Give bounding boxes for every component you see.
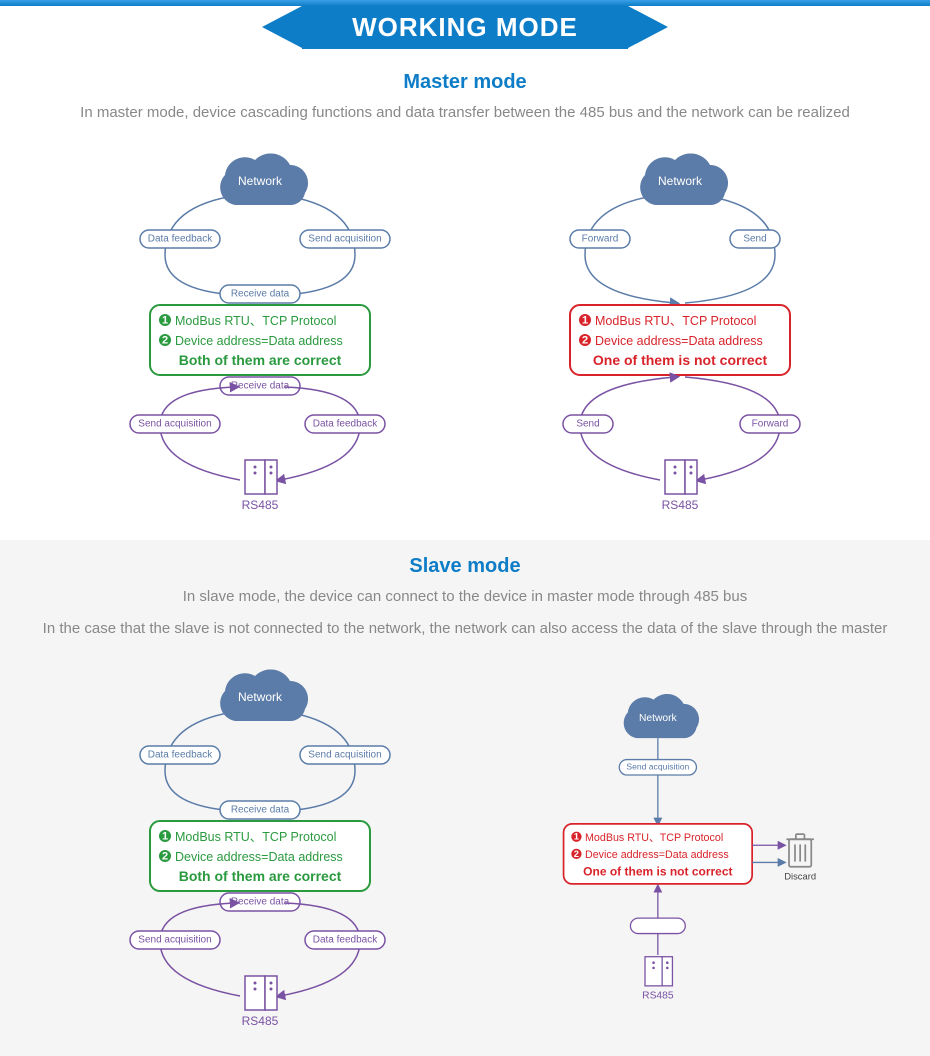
discard-label: Discard [784, 870, 816, 881]
pill-send-acq: Send acquisition [308, 233, 381, 244]
svg-text:Receive data: Receive data [231, 896, 290, 907]
master-desc: In master mode, device cascading functio… [10, 102, 920, 125]
svg-text:2: 2 [574, 847, 579, 858]
svg-text:RS485: RS485 [242, 1014, 279, 1028]
box-line1: ModBus RTU、TCP Protocol [175, 314, 336, 328]
svg-text:Send acquisition: Send acquisition [138, 934, 211, 945]
svg-text:Device address=Data address: Device address=Data address [175, 850, 343, 864]
svg-text:Data feedback: Data feedback [148, 749, 213, 760]
svg-text:2: 2 [582, 334, 588, 346]
banner-wrap: WORKING MODE [0, 6, 930, 56]
slave-row: Network Data feedback Send acquisition R… [10, 651, 920, 1031]
svg-text:1: 1 [574, 830, 579, 841]
pill-send: Send [743, 233, 766, 244]
master-section: Master mode In master mode, device casca… [0, 56, 930, 540]
pill-receive: Receive data [231, 288, 290, 299]
server-icon [245, 460, 277, 494]
slave-desc1: In slave mode, the device can connect to… [10, 586, 920, 609]
cloud-icon: Network [624, 693, 699, 737]
svg-text:1: 1 [582, 314, 588, 326]
slave-right-diagram: Network Send acquisition 1 ModBus RTU、TC… [525, 651, 825, 1031]
svg-text:RS485: RS485 [662, 498, 699, 512]
slave-section: Slave mode In slave mode, the device can… [0, 540, 930, 1056]
server-icon [645, 956, 672, 985]
pill-data-fb2: Data feedback [313, 418, 378, 429]
svg-text:Network: Network [658, 174, 703, 188]
box-incorrect: One of them is not correct [593, 352, 768, 368]
pill-send2: Send [576, 418, 599, 429]
pill-data-feedback: Data feedback [148, 233, 213, 244]
server-icon [245, 976, 277, 1010]
banner-title: WORKING MODE [302, 6, 628, 49]
svg-text:ModBus RTU、TCP Protocol: ModBus RTU、TCP Protocol [175, 830, 336, 844]
slave-left-diagram: Network Data feedback Send acquisition R… [105, 651, 405, 1031]
svg-text:One of them is not correct: One of them is not correct [583, 864, 732, 878]
master-row: Network Data feedback Send acquisition R… [10, 135, 920, 515]
box-correct: Both of them are correct [179, 352, 342, 368]
trash-icon [786, 834, 813, 867]
svg-text:ModBus RTU、TCP Protocol: ModBus RTU、TCP Protocol [595, 314, 756, 328]
svg-text:Data feedback: Data feedback [313, 934, 378, 945]
pill-forward2: Forward [752, 418, 789, 429]
svg-text:Network: Network [238, 690, 283, 704]
server-icon [665, 460, 697, 494]
master-right-diagram: Network Forward Send 1 ModBus RTU、TCP Pr… [525, 135, 825, 515]
pill-send-data: Send data [638, 920, 677, 930]
pill-send-acq2: Send acquisition [138, 418, 211, 429]
svg-text:Receive data: Receive data [231, 804, 290, 815]
svg-text:1: 1 [162, 830, 168, 842]
svg-text:Both of them are correct: Both of them are correct [179, 868, 342, 884]
svg-text:1: 1 [162, 314, 168, 326]
svg-text:Device address=Data address: Device address=Data address [585, 849, 729, 861]
pill-forward: Forward [582, 233, 619, 244]
box-line2: Device address=Data address [175, 334, 343, 348]
slave-desc2: In the case that the slave is not connec… [10, 618, 920, 641]
svg-text:Device address=Data address: Device address=Data address [595, 334, 763, 348]
pill-receive2: Receive data [231, 380, 290, 391]
slave-title: Slave mode [10, 555, 920, 578]
svg-text:2: 2 [162, 334, 168, 346]
pill-send-acq: Send acquisition [626, 761, 689, 771]
svg-text:ModBus RTU、TCP Protocol: ModBus RTU、TCP Protocol [585, 832, 723, 844]
master-left-diagram: Network Data feedback Send acquisition R… [105, 135, 405, 515]
svg-text:RS485: RS485 [642, 990, 674, 1001]
network-label: Network [238, 174, 283, 188]
svg-text:Network: Network [639, 713, 678, 724]
master-title: Master mode [10, 71, 920, 94]
svg-text:Send acquisition: Send acquisition [308, 749, 381, 760]
svg-text:2: 2 [162, 850, 168, 862]
rs485-label: RS485 [242, 498, 279, 512]
